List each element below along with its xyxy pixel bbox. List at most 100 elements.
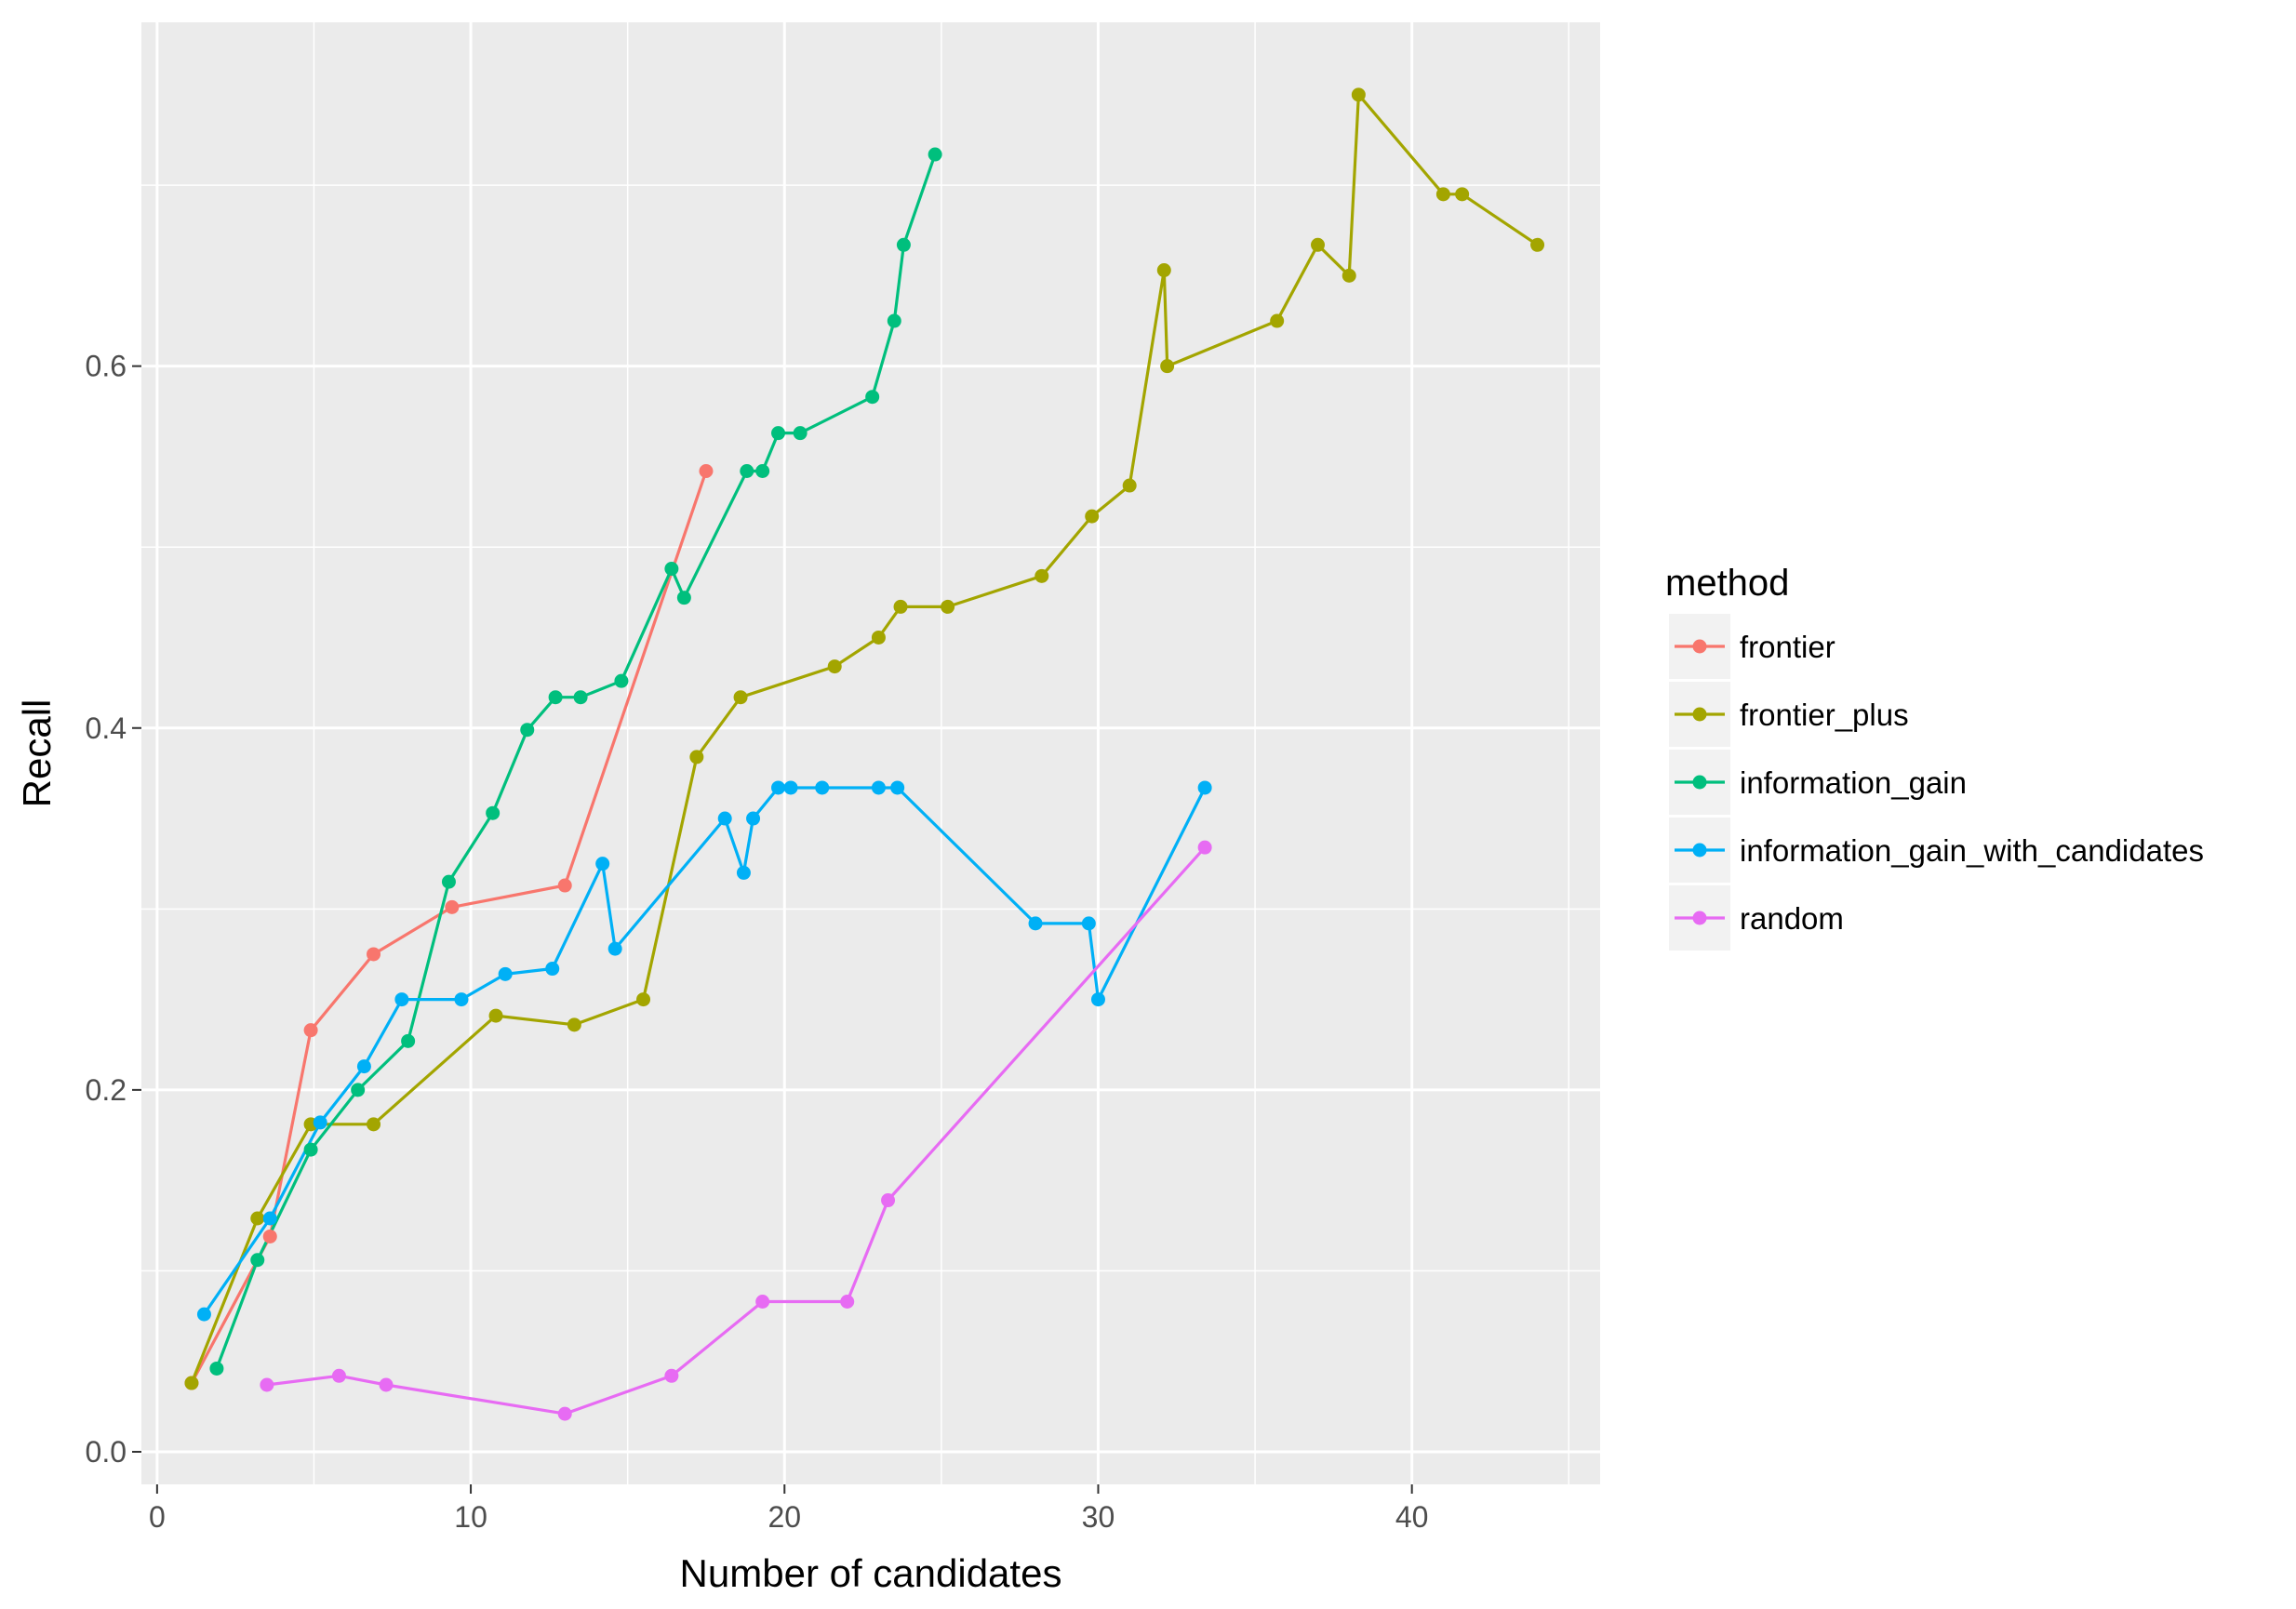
x-axis: 0 10 20 30 40 [149, 1484, 1429, 1534]
data-point-frontier-plus [1342, 268, 1356, 283]
data-point-information-gain [401, 1033, 416, 1048]
data-point-information-gain [614, 673, 629, 688]
data-point-information-gain [486, 805, 501, 820]
data-point-information-gain-with-candidates [890, 780, 905, 795]
series-line-information-gain-with-candidates [203, 786, 1207, 1316]
data-point-information-gain [209, 1361, 224, 1376]
data-point-frontier-plus [1455, 187, 1470, 202]
data-point-information-gain-with-candidates [771, 780, 786, 795]
data-point-frontier-plus [1156, 263, 1171, 278]
x-tick-label: 40 [1395, 1500, 1429, 1534]
data-point-frontier [303, 1023, 318, 1038]
data-point-frontier [262, 1229, 277, 1243]
data-point-information-gain [664, 562, 679, 577]
data-point-random [331, 1368, 346, 1383]
data-point-information-gain [755, 463, 770, 478]
data-point-information-gain [896, 237, 911, 252]
data-point-frontier [699, 463, 714, 478]
data-point-information-gain-with-candidates [717, 811, 732, 826]
x-axis-label: Number of candidates [680, 1551, 1062, 1595]
data-point-information-gain [548, 690, 563, 705]
grid-major [141, 22, 1600, 1484]
data-point-frontier-plus [1160, 359, 1175, 374]
data-point-information-gain [441, 874, 456, 889]
data-point-information-gain-with-candidates [595, 857, 610, 871]
data-point-information-gain-with-candidates [1028, 916, 1043, 931]
data-point-frontier-plus [1085, 509, 1100, 524]
x-tick-label: 30 [1082, 1500, 1115, 1534]
x-tick-label: 0 [149, 1500, 166, 1534]
data-point-frontier-plus [1311, 237, 1326, 252]
data-point-frontier-plus [636, 992, 651, 1007]
legend-key-point [1692, 911, 1707, 925]
data-point-information-gain-with-candidates [871, 780, 886, 795]
data-point-information-gain-with-candidates [746, 811, 761, 826]
data-point-information-gain [351, 1083, 366, 1097]
data-point-information-gain [887, 313, 901, 328]
plot-panel [141, 22, 1600, 1484]
data-point-information-gain [303, 1142, 318, 1157]
data-point-frontier-plus [1435, 187, 1450, 202]
data-point-random [1197, 840, 1212, 855]
data-point-random [755, 1295, 770, 1309]
data-point-information-gain [740, 463, 754, 478]
data-point-information-gain-with-candidates [262, 1211, 277, 1226]
data-point-information-gain [250, 1253, 265, 1268]
data-point-information-gain [520, 723, 535, 738]
data-point-frontier-plus [1270, 313, 1285, 328]
data-point-information-gain-with-candidates [394, 992, 409, 1007]
data-point-frontier-plus [1351, 87, 1366, 102]
data-point-random [840, 1295, 855, 1309]
data-point-information-gain [928, 147, 942, 162]
y-tick-label: 0.0 [86, 1435, 127, 1469]
data-point-frontier-plus [733, 690, 748, 705]
data-point-information-gain-with-candidates [815, 780, 830, 795]
data-point-frontier-plus [1530, 237, 1545, 252]
legend-label: frontier [1740, 630, 1835, 664]
y-axis-label: Recall [15, 699, 59, 808]
legend: method frontier frontier_plus information_… [1665, 563, 2204, 951]
data-point-frontier-plus [689, 750, 704, 765]
y-axis: 0.0 0.2 0.4 0.6 [86, 350, 141, 1469]
data-point-information-gain-with-candidates [356, 1059, 371, 1074]
legend-key-point [1692, 707, 1707, 722]
data-point-frontier-plus [893, 599, 908, 614]
legend-items: frontier frontier_plus information_gaininf… [1669, 614, 2204, 951]
data-point-frontier-plus [1035, 568, 1049, 583]
legend-title: method [1665, 563, 1789, 604]
legend-label: information_gain_with_candidates [1740, 833, 2204, 868]
y-tick-label: 0.6 [86, 350, 127, 383]
data-point-frontier-plus [367, 1117, 381, 1132]
data-point-information-gain-with-candidates [783, 780, 798, 795]
data-point-random [260, 1377, 274, 1392]
data-point-frontier-plus [827, 659, 842, 674]
x-tick-label: 10 [454, 1500, 487, 1534]
data-point-information-gain-with-candidates [313, 1115, 327, 1130]
data-point-random [881, 1193, 896, 1208]
data-point-frontier-plus [184, 1376, 199, 1390]
y-tick-label: 0.2 [86, 1073, 127, 1107]
legend-label: information_gain [1740, 765, 1967, 800]
data-point-information-gain [676, 591, 691, 605]
grid-minor [141, 22, 1600, 1484]
data-point-frontier-plus [1122, 478, 1137, 493]
data-point-information-gain-with-candidates [196, 1307, 211, 1322]
data-point-frontier-plus [488, 1008, 503, 1023]
data-point-frontier [367, 947, 381, 962]
data-point-frontier-plus [250, 1211, 265, 1226]
data-point-information-gain [771, 426, 786, 441]
data-point-random [664, 1368, 679, 1383]
data-point-information-gain-with-candidates [454, 992, 469, 1007]
legend-label: random [1740, 901, 1844, 936]
data-point-frontier-plus [567, 1017, 581, 1032]
data-point-information-gain-with-candidates [736, 865, 751, 880]
data-point-frontier-plus [941, 599, 955, 614]
data-point-information-gain [865, 390, 880, 405]
x-tick-label: 20 [768, 1500, 801, 1534]
y-tick-label: 0.4 [86, 711, 127, 745]
data-point-information-gain [573, 690, 588, 705]
legend-label: frontier_plus [1740, 698, 1909, 732]
legend-key-point [1692, 775, 1707, 790]
legend-key-point [1692, 843, 1707, 858]
data-point-information-gain-with-candidates [1197, 780, 1212, 795]
